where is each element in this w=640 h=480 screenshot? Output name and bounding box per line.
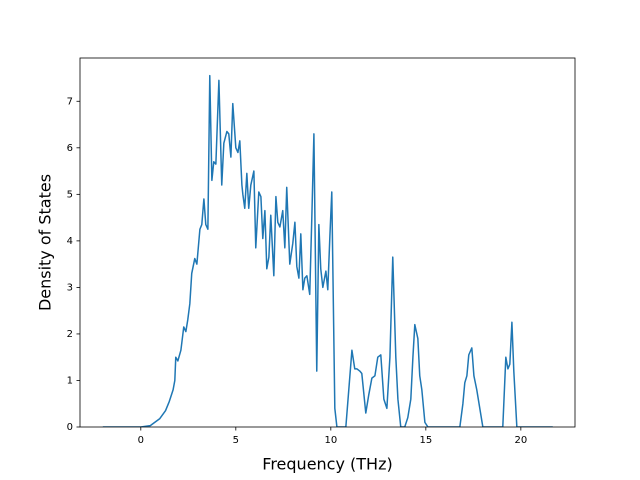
line (102, 74, 553, 427)
y-axis-label: Density of States (36, 174, 55, 311)
y-tick-label: 2 (67, 329, 73, 340)
plot-frame (79, 57, 576, 428)
x-tick-label: 5 (233, 435, 239, 446)
x-tick-label: 15 (419, 435, 432, 446)
y-tick-label: 1 (67, 375, 73, 386)
y-tick-label: 7 (67, 96, 73, 107)
y-tick-label: 6 (67, 143, 73, 154)
x-tick-label: 0 (138, 435, 144, 446)
y-tick-label: 0 (67, 422, 73, 433)
y-tick-label: 3 (67, 282, 73, 293)
y-tick-label: 4 (67, 236, 73, 247)
x-tick-label: 10 (324, 435, 337, 446)
x-axis-label: Frequency (THz) (262, 455, 392, 474)
y-tick-label: 5 (67, 189, 73, 200)
x-tick-label: 20 (514, 435, 527, 446)
